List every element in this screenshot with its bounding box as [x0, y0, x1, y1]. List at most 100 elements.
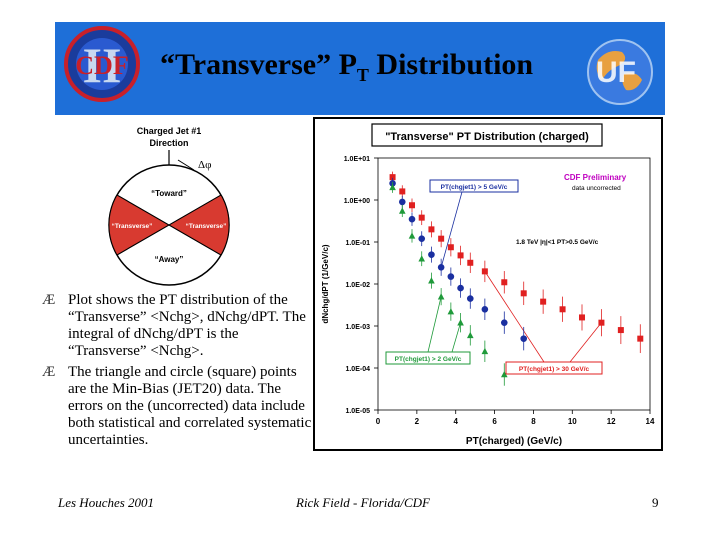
- chart-title-box: [371, 123, 603, 147]
- bullet-list: Æ Plot shows the PT distribution of the …: [42, 292, 312, 453]
- data-point-circle: [398, 198, 406, 206]
- bullet-item: Æ Plot shows the PT distribution of the …: [42, 292, 312, 360]
- data-point-square: [637, 335, 644, 342]
- uf-logo: UF: [587, 39, 653, 105]
- bullet-text: Plot shows the PT distribution of the “T…: [68, 292, 306, 359]
- leader-line-circle: [440, 191, 463, 268]
- data-point-triangle: [466, 331, 474, 339]
- preliminary-label: CDF Preliminary: [564, 173, 627, 182]
- data-point-square: [598, 319, 605, 326]
- cone-title-line2: Direction: [149, 138, 188, 148]
- triangle-label: PT(chgjet1) > 2 GeV/c: [395, 356, 462, 363]
- dphi-label: Δφ: [198, 159, 211, 171]
- data-point-square: [559, 306, 566, 313]
- data-point-square: [467, 259, 474, 266]
- cdf-logo-text: CDF: [75, 51, 128, 80]
- footer-left: Les Houches 2001: [58, 495, 155, 510]
- data-point-triangle: [457, 319, 464, 326]
- page-number: 9: [652, 495, 659, 510]
- x-tick-label: 4: [453, 417, 458, 426]
- y-tick-label: 1.0E+01: [344, 156, 370, 163]
- cdf-logo: II CDF: [64, 26, 140, 102]
- data-point-triangle: [447, 308, 455, 315]
- leader-line-triangle: [451, 322, 461, 353]
- data-point-square: [481, 268, 488, 275]
- data-point-triangle: [428, 277, 435, 284]
- square-label-box: [505, 361, 603, 375]
- x-tick-label: 14: [646, 417, 655, 426]
- data-point-circle: [437, 263, 445, 271]
- bullet-symbol: Æ: [42, 364, 56, 380]
- x-tick-label: 12: [607, 417, 616, 426]
- slide-title: “Transverse” PT Distribution: [160, 48, 534, 85]
- cuts-label: 1.8 TeV |η|<1 PT>0.5 GeV/c: [516, 239, 599, 246]
- cone-diagram: Charged Jet #1 Direction Δφ “Toward” “Tr…: [108, 126, 230, 286]
- data-point-square: [579, 314, 585, 321]
- circle-label-box: [429, 179, 519, 193]
- x-axis-label: PT(charged) (GeV/c): [466, 436, 562, 447]
- square-label: PT(chgjet1) > 30 GeV/c: [519, 366, 590, 373]
- transverse-right-label: “Transverse”: [186, 223, 227, 230]
- toward-label: “Toward”: [151, 189, 187, 198]
- y-tick-label: 1.0E-04: [345, 366, 370, 373]
- data-point-triangle: [398, 207, 406, 214]
- data-point-circle: [481, 305, 489, 313]
- leader-line-square: [569, 322, 602, 363]
- data-point-circle: [500, 319, 508, 326]
- away-label: “Away”: [155, 255, 184, 264]
- data-point-triangle: [389, 183, 396, 191]
- x-tick-label: 8: [531, 417, 536, 426]
- transverse-left-label: “Transverse”: [112, 223, 153, 230]
- y-tick-label: 1.0E-05: [345, 408, 370, 415]
- x-tick-label: 2: [415, 417, 420, 426]
- data-point-square: [520, 290, 527, 297]
- data-point-square: [409, 202, 415, 209]
- data-point-square: [447, 244, 454, 251]
- data-point-square: [418, 214, 425, 221]
- title-banner: [55, 22, 665, 115]
- cdf-logo-roman: II: [83, 37, 122, 93]
- data-point-square: [428, 226, 435, 233]
- data-point-square: [438, 235, 445, 242]
- bullet-text: The triangle and circle (square) points …: [68, 364, 312, 448]
- data-point-triangle: [418, 255, 426, 262]
- y-axis-label: dNchg/dPT (1/GeV/c): [321, 244, 330, 323]
- svg-text:UF: UF: [596, 56, 636, 89]
- data-point-triangle: [437, 293, 445, 300]
- y-tick-label: 1.0E-02: [345, 282, 370, 289]
- data-point-square: [399, 188, 406, 195]
- data-point-square: [389, 174, 396, 181]
- dphi-arrow-icon: [177, 159, 195, 171]
- data-point-triangle: [481, 347, 489, 355]
- data-point-circle: [457, 284, 464, 292]
- leader-line-square: [484, 271, 545, 363]
- data-point-circle: [466, 295, 474, 302]
- y-tick-label: 1.0E-01: [345, 240, 370, 247]
- pt-distribution-chart: "Transverse" PT Distribution (charged) 1…: [313, 117, 663, 451]
- leader-line-triangle: [427, 296, 442, 353]
- triangle-label-box: [385, 351, 471, 365]
- y-tick-label: 1.0E-03: [345, 324, 370, 331]
- data-point-triangle: [500, 371, 508, 378]
- data-point-circle: [418, 235, 426, 242]
- uncorrected-label: data uncorrected: [572, 185, 621, 192]
- data-point-circle: [408, 215, 416, 223]
- chart-title: "Transverse" PT Distribution (charged): [385, 131, 589, 143]
- transverse-right-region: [167, 194, 230, 256]
- data-point-circle: [520, 335, 528, 342]
- data-point-circle: [428, 251, 435, 258]
- data-point-square: [540, 298, 547, 305]
- transverse-left-region: [108, 194, 171, 256]
- y-tick-label: 1.0E+00: [344, 198, 370, 205]
- footer-center: Rick Field - Florida/CDF: [296, 495, 430, 510]
- data-point-triangle: [408, 232, 416, 239]
- x-tick-label: 6: [492, 417, 497, 426]
- circle-label: PT(chgjet1) > 5 GeV/c: [441, 184, 508, 191]
- data-point-square: [617, 327, 624, 334]
- cone-title-line1: Charged Jet #1: [137, 126, 202, 136]
- data-point-square: [501, 279, 508, 286]
- x-tick-label: 0: [376, 417, 381, 426]
- x-tick-label: 10: [568, 417, 577, 426]
- data-point-square: [457, 252, 464, 259]
- bullet-symbol: Æ: [42, 292, 56, 308]
